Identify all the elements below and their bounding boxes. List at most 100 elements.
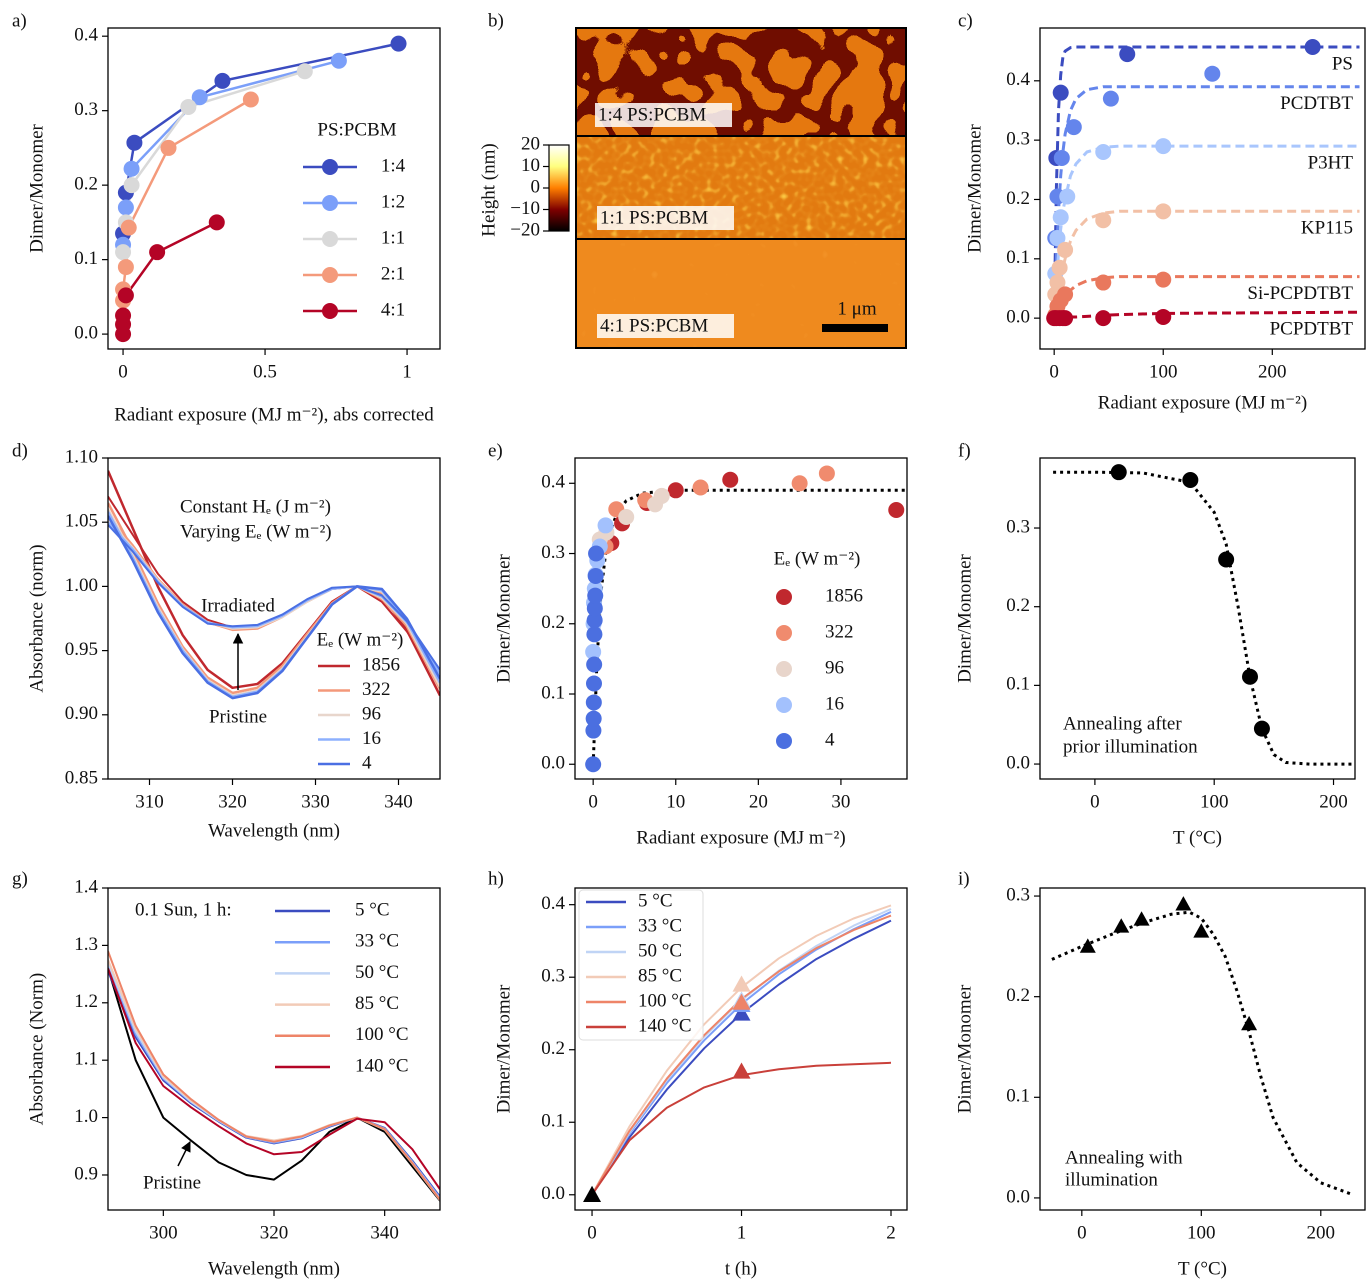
colorbar-label: Height (nm) <box>478 143 499 236</box>
legend-label: 5 °C <box>355 899 390 920</box>
data-point <box>118 259 134 275</box>
data-point <box>331 53 347 69</box>
x-tick-label: 100 <box>1200 791 1229 812</box>
scale-bar <box>822 324 888 332</box>
data-point <box>1057 242 1073 258</box>
x-axis-label: Wavelength (nm) <box>208 1258 340 1279</box>
colorbar-tick-label: 0 <box>531 176 541 197</box>
y-tick-label: 0.2 <box>1006 985 1030 1006</box>
legend-marker <box>776 589 792 605</box>
y-tick-label: 1.2 <box>74 991 98 1012</box>
series-label: P3HT <box>1308 152 1354 173</box>
x-tick-label: 20 <box>749 791 768 812</box>
y-tick-label: 0.2 <box>541 612 565 633</box>
data-point <box>1066 119 1082 135</box>
legend-label: 1:4 <box>381 155 406 176</box>
series-line <box>123 100 251 301</box>
data-point <box>214 73 230 89</box>
legend-label: 1856 <box>362 654 400 675</box>
legend-label: 16 <box>362 728 381 749</box>
annotation-arrow <box>178 1142 190 1166</box>
data-point <box>118 199 134 215</box>
axes: 01002000.00.10.20.30.4Radiant exposure (… <box>964 69 1307 413</box>
legend-label: 85 °C <box>355 993 399 1014</box>
y-tick-label: 0.2 <box>541 1038 565 1059</box>
y-tick-label: 0.2 <box>1006 595 1030 616</box>
y-tick-label: 0.4 <box>541 893 565 914</box>
legend-label: 85 °C <box>638 965 682 986</box>
legend-label: 33 °C <box>355 931 399 952</box>
legend-label: 100 °C <box>638 990 692 1011</box>
x-tick-label: 10 <box>666 791 685 812</box>
annotation: Annealing with <box>1065 1147 1183 1168</box>
panel-label: c) <box>958 10 973 31</box>
legend-label: 4 <box>362 752 372 773</box>
x-axis-label: Radiant exposure (MJ m⁻²) <box>1098 392 1307 413</box>
y-tick-label: 0.3 <box>541 966 565 987</box>
legend-marker <box>322 231 338 247</box>
annotation: Pristine <box>209 706 267 727</box>
figure: 1:4 PS:PCBM 1:1 PS:PCBM 4:1 PS:PCBM 1 μm… <box>0 0 1369 1283</box>
annotation: Annealing after <box>1063 713 1182 734</box>
data-point <box>1095 275 1111 291</box>
data-point <box>1111 464 1127 480</box>
y-tick-label: 0.95 <box>65 639 98 660</box>
data-point <box>115 244 131 260</box>
x-tick-label: 100 <box>1187 1222 1216 1243</box>
legend-label: 100 °C <box>355 1024 409 1045</box>
y-tick-label: 0.0 <box>541 753 565 774</box>
y-tick-label: 0.1 <box>1006 1086 1030 1107</box>
colorbar-tick-label: 10 <box>521 155 540 176</box>
data-point <box>693 480 709 496</box>
data-point <box>209 214 225 230</box>
legend-label: 4:1 <box>381 299 405 320</box>
data-point <box>115 307 131 323</box>
data-point <box>1155 309 1171 325</box>
image-label: 1:1 PS:PCBM <box>600 207 708 228</box>
data-point <box>654 488 670 504</box>
legend-marker <box>776 733 792 749</box>
legend-marker <box>322 267 338 283</box>
x-axis-label: T (°C) <box>1173 827 1222 848</box>
series-label: PCDTBT <box>1280 93 1353 114</box>
legend-marker <box>776 661 792 677</box>
legend-label: 96 <box>825 657 844 678</box>
y-tick-label: 0.1 <box>541 1111 565 1132</box>
x-tick-label: 100 <box>1149 361 1178 382</box>
legend-title: Eₑ (W m⁻²) <box>317 629 404 650</box>
panel-label: d) <box>12 440 28 461</box>
legend-label: 4 <box>825 729 835 750</box>
y-tick-label: 1.3 <box>74 934 98 955</box>
data-point <box>888 502 904 518</box>
legend-title: Eₑ (W m⁻²) <box>774 548 861 569</box>
colorbar-tick-label: −20 <box>510 219 540 240</box>
data-point <box>1204 66 1220 82</box>
image-label: 4:1 PS:PCBM <box>600 315 708 336</box>
x-tick-label: 340 <box>384 791 413 812</box>
data-point <box>819 465 835 481</box>
x-axis-label: Radiant exposure (MJ m⁻²) <box>636 827 845 848</box>
panel-label: a) <box>12 10 27 31</box>
y-tick-label: 0.0 <box>1006 307 1030 328</box>
axes: 3003203400.91.01.11.21.31.4Wavelength (n… <box>26 876 399 1279</box>
x-tick-label: 320 <box>218 791 247 812</box>
x-tick-label: 1 <box>737 1222 747 1243</box>
y-tick-label: 0.1 <box>541 682 565 703</box>
x-tick-label: 0 <box>1077 1222 1087 1243</box>
data-point <box>1175 896 1191 910</box>
y-tick-label: 1.05 <box>65 511 98 532</box>
x-tick-label: 200 <box>1307 1222 1336 1243</box>
y-axis-label: Dimer/Monomer <box>493 984 514 1113</box>
y-tick-label: 0.4 <box>541 472 565 493</box>
data-point <box>586 657 602 673</box>
legend-label: 50 °C <box>355 962 399 983</box>
legend-label: 33 °C <box>638 915 682 936</box>
panel-label: i) <box>958 868 970 889</box>
legend: Eₑ (W m⁻²)185632296164 <box>317 629 404 773</box>
y-axis-label: Dimer/Monomer <box>26 123 47 252</box>
legend-label: 140 °C <box>638 1015 692 1036</box>
legend-label: 16 <box>825 693 844 714</box>
y-tick-label: 0.0 <box>1006 752 1030 773</box>
x-tick-label: 0 <box>1049 361 1059 382</box>
